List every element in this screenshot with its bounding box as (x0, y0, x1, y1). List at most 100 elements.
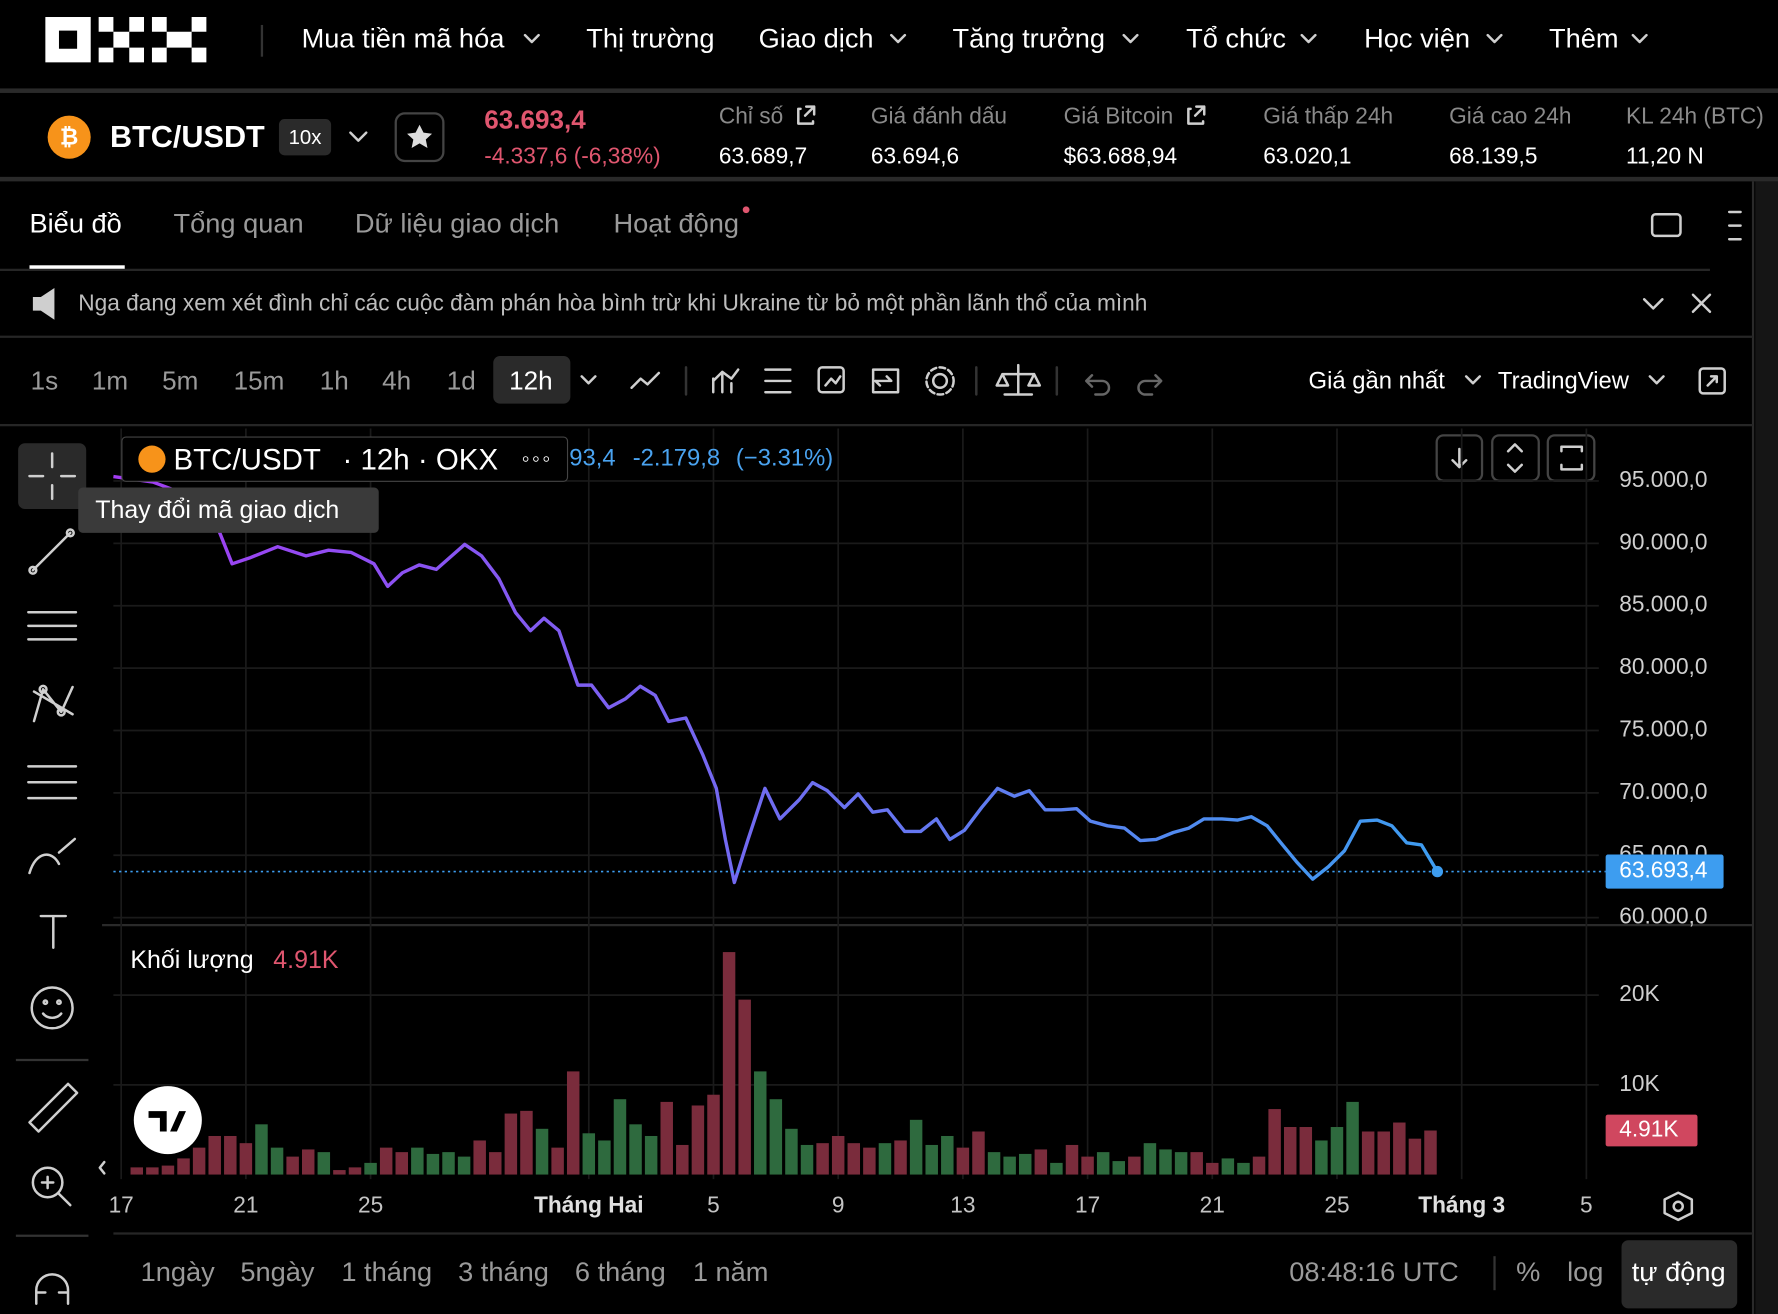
volume-bar (598, 1140, 611, 1175)
price-line (113, 474, 1439, 885)
y-tick-label: 70.000,0 (1619, 778, 1707, 804)
volume-bar (1299, 1127, 1313, 1175)
stat-label: KL 24h (BTC) (1626, 104, 1764, 130)
nav-item[interactable]: Mua tiền mã hóa (301, 23, 505, 55)
range[interactable]: 6 tháng (574, 1257, 666, 1288)
nav-item[interactable]: Thêm (1548, 23, 1619, 55)
leverage-badge[interactable] (278, 119, 332, 156)
tab[interactable]: Dữ liệu giao dịch (354, 208, 560, 240)
nav-item[interactable]: Giao dịch (758, 23, 874, 55)
range[interactable]: 1ngày (140, 1257, 215, 1288)
interval[interactable]: 15m (233, 365, 285, 396)
legend-more[interactable]: ◦◦◦ (521, 446, 553, 472)
chart-buttons[interactable] (1435, 434, 1596, 482)
volume-bar (473, 1140, 486, 1175)
coin-icon (138, 445, 166, 473)
nav-item[interactable]: Tăng trưởng (952, 23, 1106, 55)
y-tick-label: 60.000,0 (1619, 903, 1707, 929)
volume-bar (800, 1144, 814, 1175)
volume-bar (660, 1101, 673, 1175)
tool-selected[interactable] (18, 443, 87, 510)
volume-bar (1143, 1143, 1157, 1175)
volume-bar (364, 1162, 377, 1175)
volume-bar (831, 1135, 845, 1175)
volume-bar (1393, 1122, 1406, 1175)
leverage: 10x (288, 125, 322, 149)
x-tick-label: 25 (1324, 1191, 1349, 1217)
layout-button[interactable] (1650, 213, 1682, 238)
y-tick-label: 75.000,0 (1619, 715, 1707, 741)
drawing-tools[interactable] (27, 452, 79, 1306)
range[interactable]: 5ngày (240, 1257, 315, 1288)
menu-button[interactable] (1727, 210, 1742, 241)
volume-bar (1096, 1152, 1110, 1175)
volume-bar (504, 1113, 518, 1175)
legend-details: · 12h · OKX (342, 442, 499, 477)
volume-bar (1330, 1127, 1344, 1175)
volume-bar (722, 952, 736, 1175)
volume-bar (1206, 1162, 1219, 1175)
tab[interactable]: Biểu đồ (29, 208, 122, 240)
nav-chevrons (523, 33, 1648, 44)
scale-option[interactable]: tự động (1631, 1257, 1726, 1288)
last-point (1431, 865, 1444, 878)
price-tag (1605, 854, 1724, 889)
settings-button[interactable] (1663, 1191, 1694, 1222)
nav-item[interactable]: Thị trường (586, 23, 715, 55)
tab-underline (29, 265, 125, 270)
chart-provider[interactable]: TradingView (1497, 367, 1629, 394)
stat-value: 63.020,1 (1263, 143, 1352, 169)
volume-bar (1408, 1138, 1422, 1175)
tooltip: Thay đổi mã giao dịch (78, 487, 379, 533)
auto-scale-selected[interactable] (1621, 1240, 1738, 1309)
volume-bar (146, 1167, 159, 1175)
news-ticker[interactable]: Nga đang xem xét đình chỉ các cuộc đàm p… (78, 291, 1148, 317)
nav-item[interactable]: Tổ chức (1186, 23, 1286, 55)
pair[interactable]: BTC/USDT (109, 119, 265, 154)
volume-bar (847, 1143, 861, 1175)
tab[interactable]: Tổng quan (173, 208, 304, 240)
interval[interactable]: 1m (91, 365, 129, 396)
range[interactable]: 1 tháng (341, 1257, 433, 1288)
interval[interactable]: 12h (509, 365, 553, 396)
close-button[interactable] (1691, 293, 1712, 314)
interval-selected[interactable] (493, 355, 571, 404)
x-tick-label: 25 (358, 1191, 383, 1217)
price-source[interactable]: Giá gần nhất (1308, 367, 1445, 394)
volume-bar (317, 1152, 331, 1175)
interval[interactable]: 4h (382, 365, 412, 396)
x-tick-label: 9 (832, 1191, 845, 1217)
volume-bar (956, 1147, 970, 1175)
range[interactable]: 1 năm (692, 1257, 769, 1288)
tab[interactable]: Hoạt động (613, 208, 740, 240)
volume-bar (941, 1135, 954, 1175)
toolbar-icons[interactable] (580, 363, 1726, 396)
volume-value: 4.91K (273, 945, 339, 974)
scale-option[interactable]: log (1567, 1257, 1604, 1288)
volume-bar (520, 1110, 533, 1175)
logo[interactable] (45, 17, 207, 63)
x-tick-label: 21 (233, 1191, 258, 1217)
collapse-button[interactable] (1642, 298, 1664, 310)
nav-item[interactable]: Học viện (1364, 23, 1470, 55)
volume-bar (1081, 1156, 1094, 1175)
volume-bar (535, 1128, 549, 1175)
x-tick-label: Tháng 3 (1418, 1191, 1505, 1217)
scroll-left[interactable] (98, 1160, 106, 1175)
tv-logo[interactable] (133, 1086, 202, 1155)
interval[interactable]: 1h (319, 365, 349, 396)
range[interactable]: 3 tháng (458, 1257, 549, 1288)
chevron[interactable] (349, 131, 368, 142)
interval[interactable]: 5m (162, 365, 199, 396)
interval[interactable]: 1d (446, 365, 476, 396)
scale-option[interactable]: % (1516, 1257, 1541, 1288)
volume-bar (239, 1143, 253, 1175)
volume-bar (426, 1153, 440, 1175)
x-tick-label: 21 (1200, 1191, 1225, 1217)
symbol-legend[interactable]: BTC/USDT · 12h · OKX ◦◦◦ (121, 436, 569, 482)
favorite-button[interactable] (394, 112, 445, 163)
interval[interactable]: 1s (30, 365, 59, 396)
